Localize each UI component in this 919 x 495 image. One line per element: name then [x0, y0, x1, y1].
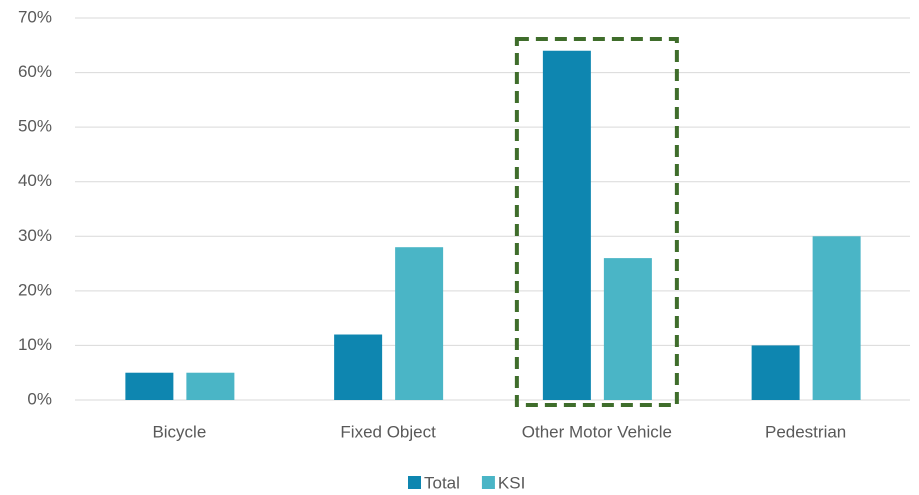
bar	[812, 236, 861, 400]
bar	[542, 50, 591, 400]
legend-label: Total	[424, 473, 460, 492]
y-tick-label: 40%	[18, 171, 52, 190]
x-tick-label: Other Motor Vehicle	[522, 422, 672, 441]
x-tick-label: Pedestrian	[765, 422, 846, 441]
legend-label: KSI	[498, 473, 525, 492]
highlight-box	[514, 37, 679, 407]
bar	[751, 345, 800, 400]
y-tick-label: 0%	[27, 389, 52, 408]
legend-swatch	[481, 476, 495, 489]
y-tick-label: 20%	[18, 280, 52, 299]
y-tick-label: 50%	[18, 117, 52, 136]
legend-swatch	[408, 476, 421, 489]
y-tick-label: 60%	[18, 62, 52, 81]
x-tick-label: Bicycle	[152, 422, 206, 441]
bar	[395, 247, 444, 400]
y-tick-label: 30%	[18, 226, 52, 245]
x-tick-label: Fixed Object	[340, 422, 436, 441]
bar	[603, 258, 652, 400]
y-tick-label: 10%	[18, 335, 52, 354]
bar	[186, 372, 235, 400]
bar	[125, 372, 174, 400]
bar	[334, 334, 383, 400]
y-tick-label: 70%	[18, 7, 52, 26]
